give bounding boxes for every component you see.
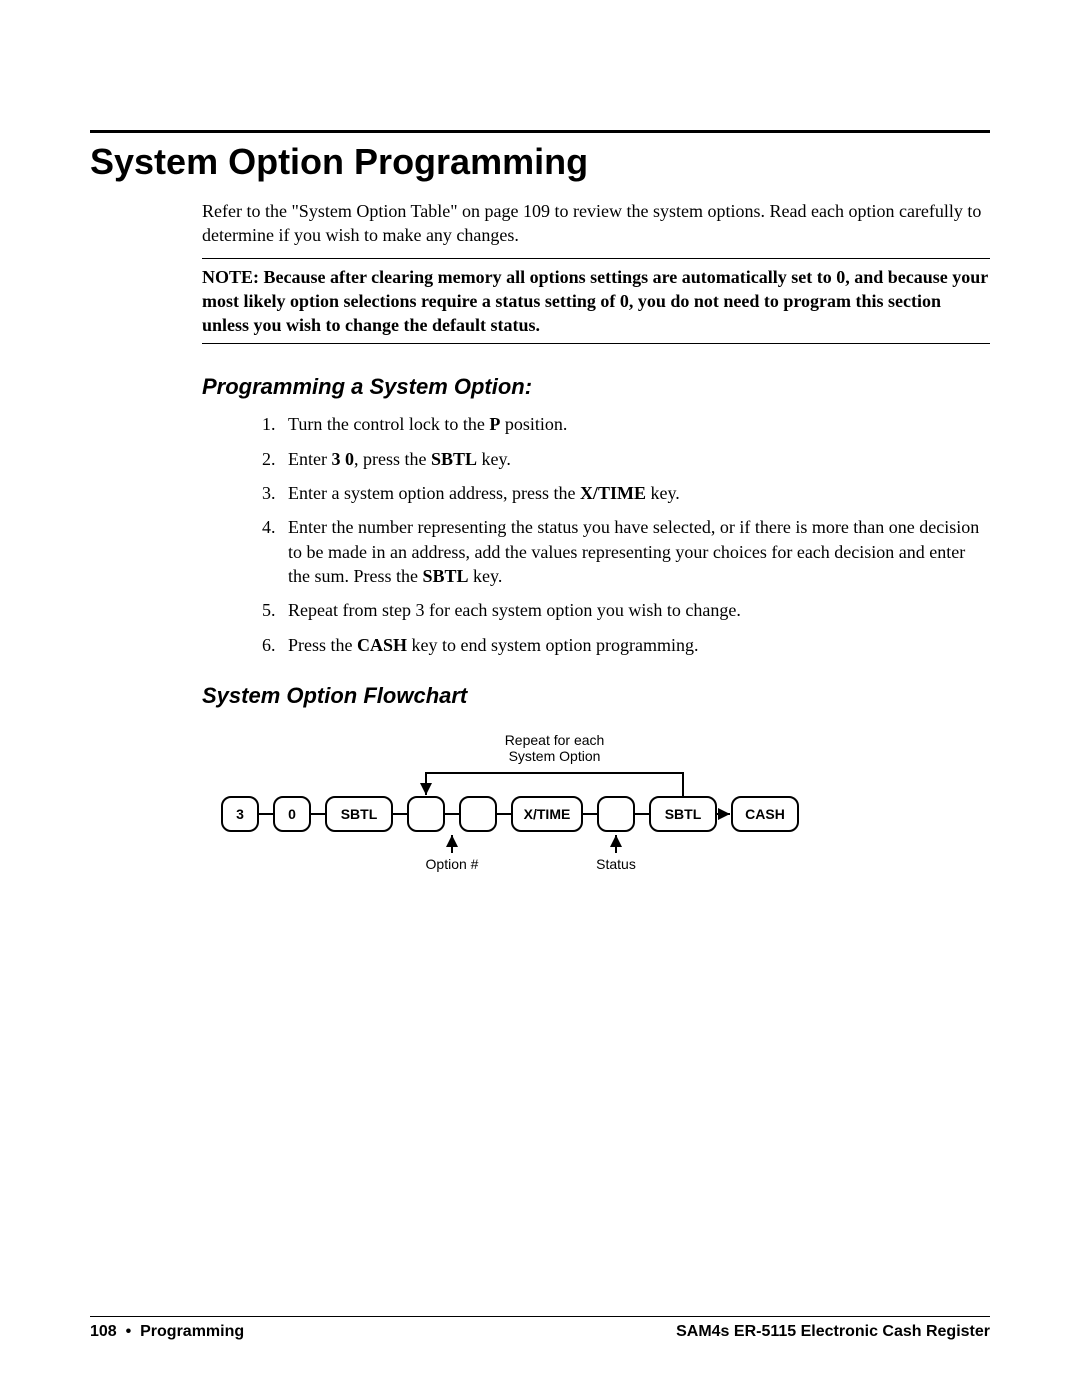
svg-text:X/TIME: X/TIME xyxy=(524,806,571,822)
svg-text:CASH: CASH xyxy=(745,806,785,822)
step-2: Enter 3 0, press the SBTL key. xyxy=(280,447,990,471)
step-5: Repeat from step 3 for each system optio… xyxy=(280,598,990,622)
step-4: Enter the number representing the status… xyxy=(280,515,990,588)
step-6: Press the CASH key to end system option … xyxy=(280,633,990,657)
flowchart-svg: 3 0 SBTL X/TIME SBTL CASH Repeat for eachSyste… xyxy=(202,727,822,897)
page: System Option Programming Refer to the "… xyxy=(0,0,1080,1397)
footer: 108 • Programming SAM4s ER-5115 Electron… xyxy=(90,1316,990,1341)
svg-text:3: 3 xyxy=(236,806,244,822)
note-box: NOTE: Because after clearing memory all … xyxy=(202,258,990,345)
subheading-programming: Programming a System Option: xyxy=(202,374,990,400)
flowchart: 3 0 SBTL X/TIME SBTL CASH Repeat for eachSyste… xyxy=(202,727,990,897)
svg-text:System Option: System Option xyxy=(509,748,601,764)
svg-text:Repeat for each: Repeat for each xyxy=(505,732,605,748)
step-3: Enter a system option address, press the… xyxy=(280,481,990,505)
footer-rule xyxy=(90,1316,990,1317)
svg-text:0: 0 xyxy=(288,806,296,822)
svg-text:Option #: Option # xyxy=(426,856,479,872)
footer-left: 108 • Programming xyxy=(90,1323,244,1341)
step-1: Turn the control lock to the P position. xyxy=(280,412,990,436)
svg-text:SBTL: SBTL xyxy=(665,806,702,822)
footer-right: SAM4s ER-5115 Electronic Cash Register xyxy=(676,1323,990,1341)
intro-paragraph: Refer to the "System Option Table" on pa… xyxy=(202,199,990,248)
page-title: System Option Programming xyxy=(90,141,990,183)
svg-text:SBTL: SBTL xyxy=(341,806,378,822)
svg-text:Status: Status xyxy=(596,856,636,872)
top-rule xyxy=(90,130,990,133)
steps-list: Turn the control lock to the P position.… xyxy=(250,412,990,656)
subheading-flowchart: System Option Flowchart xyxy=(202,683,990,709)
